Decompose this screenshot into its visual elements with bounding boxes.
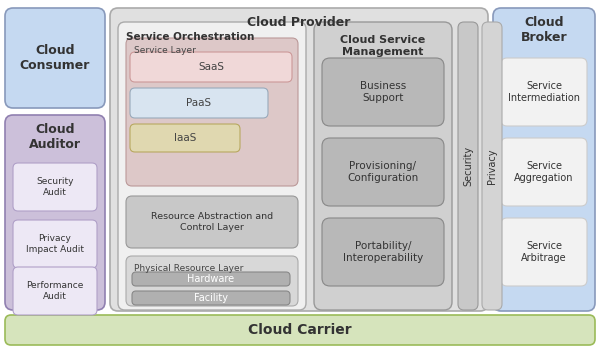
FancyBboxPatch shape [5,115,105,310]
FancyBboxPatch shape [118,22,306,310]
Text: Provisioning/
Configuration: Provisioning/ Configuration [347,161,419,183]
Text: Service Layer: Service Layer [134,46,196,55]
Text: Business
Support: Business Support [360,81,406,103]
Text: IaaS: IaaS [174,133,196,143]
Text: Cloud Provider: Cloud Provider [247,15,350,29]
FancyBboxPatch shape [458,22,478,310]
FancyBboxPatch shape [132,291,290,305]
Text: Security
Audit: Security Audit [36,177,74,197]
FancyBboxPatch shape [482,22,502,310]
FancyBboxPatch shape [314,22,452,310]
FancyBboxPatch shape [501,138,587,206]
FancyBboxPatch shape [13,220,97,268]
FancyBboxPatch shape [110,8,488,311]
Text: Cloud Service
Management: Cloud Service Management [340,35,425,57]
Text: Privacy: Privacy [487,148,497,184]
Text: Security: Security [463,146,473,186]
FancyBboxPatch shape [130,88,268,118]
Text: Performance
Audit: Performance Audit [26,281,83,301]
Text: Service
Intermediation: Service Intermediation [508,81,580,103]
Text: SaaS: SaaS [198,62,224,72]
Text: Privacy
Impact Audit: Privacy Impact Audit [26,234,84,254]
FancyBboxPatch shape [132,272,290,286]
FancyBboxPatch shape [501,218,587,286]
FancyBboxPatch shape [322,138,444,206]
FancyBboxPatch shape [130,52,292,82]
FancyBboxPatch shape [130,124,240,152]
Text: Facility: Facility [194,293,228,303]
FancyBboxPatch shape [5,8,105,108]
FancyBboxPatch shape [126,256,298,306]
Text: Service
Arbitrage: Service Arbitrage [521,241,567,263]
FancyBboxPatch shape [501,58,587,126]
Text: Service
Aggregation: Service Aggregation [514,161,574,183]
FancyBboxPatch shape [126,196,298,248]
FancyBboxPatch shape [13,267,97,315]
Text: Cloud Carrier: Cloud Carrier [248,323,352,337]
FancyBboxPatch shape [126,38,298,186]
Text: Hardware: Hardware [187,274,235,284]
FancyBboxPatch shape [13,163,97,211]
FancyBboxPatch shape [322,58,444,126]
FancyBboxPatch shape [322,218,444,286]
Text: Cloud
Broker: Cloud Broker [521,16,568,44]
Text: Resource Abstraction and
Control Layer: Resource Abstraction and Control Layer [151,212,273,232]
Text: Physical Resource Layer: Physical Resource Layer [134,264,244,273]
Text: Portability/
Interoperability: Portability/ Interoperability [343,241,423,263]
Text: Cloud
Consumer: Cloud Consumer [20,44,90,72]
FancyBboxPatch shape [5,315,595,345]
Text: Cloud
Auditor: Cloud Auditor [29,123,81,151]
Text: PaaS: PaaS [187,98,212,108]
Text: Service Orchestration: Service Orchestration [126,32,254,42]
FancyBboxPatch shape [493,8,595,311]
